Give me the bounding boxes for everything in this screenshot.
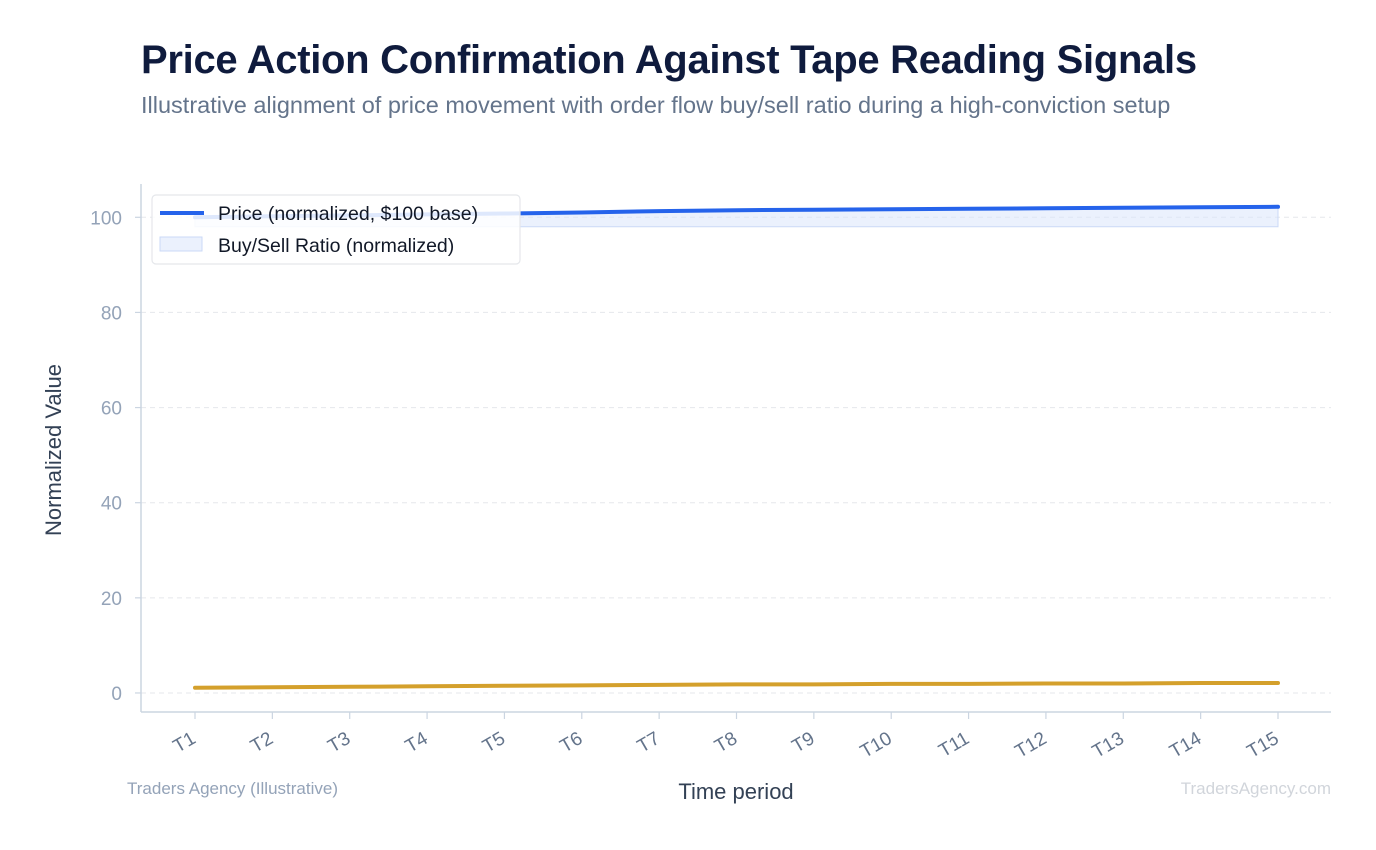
chart-subtitle: Illustrative alignment of price movement…: [141, 92, 1171, 118]
x-tick-label: T15: [1244, 728, 1283, 763]
legend-box: [151, 194, 521, 265]
axes: [135, 184, 1331, 719]
legend: Price (normalized, $100 base) Buy/Sell R…: [151, 194, 521, 265]
x-tick-label: T8: [711, 728, 741, 757]
y-tick-label: 80: [101, 303, 122, 324]
x-tick-label: T4: [402, 728, 432, 757]
y-tick-labels: 0 20 40 60 80 100: [90, 208, 122, 705]
x-tick-label: T5: [479, 728, 509, 757]
chart-title: Price Action Confirmation Against Tape R…: [141, 38, 1197, 82]
y-tick-label: 0: [111, 684, 122, 705]
x-tick-label: T1: [170, 728, 200, 757]
x-tick-labels: T1 T2 T3 T4 T5 T6 T7 T8 T9 T10 T11 T12 T13 T14 T15: [170, 728, 1283, 763]
x-tick-label: T2: [247, 728, 277, 757]
x-tick-label: T7: [634, 728, 664, 757]
x-tick-label: T12: [1012, 728, 1051, 763]
grid-lines: [141, 216, 1331, 694]
x-tick-label: T3: [324, 728, 354, 757]
legend-ratio-label: Buy/Sell Ratio (normalized): [218, 235, 454, 257]
y-tick-label: 40: [101, 494, 122, 515]
x-tick-label: T11: [935, 728, 973, 762]
x-tick-label: T10: [857, 728, 896, 763]
y-tick-label: 60: [101, 399, 122, 420]
x-tick-label: T13: [1089, 728, 1128, 763]
series-lines: [193, 204, 1280, 690]
x-tick-label: T14: [1166, 728, 1205, 763]
ratio-series-line: [193, 681, 1280, 690]
y-tick-label: 100: [90, 208, 122, 229]
legend-ratio-swatch: [159, 236, 203, 252]
y-axis-title: Normalized Value: [41, 364, 66, 536]
y-tick-label: 20: [101, 589, 122, 610]
footer-brand: TradersAgency.com: [1180, 779, 1331, 798]
x-tick-label: T9: [789, 728, 819, 757]
footer-source: Traders Agency (Illustrative): [127, 779, 338, 798]
x-tick-label: T6: [557, 728, 587, 757]
legend-price-label: Price (normalized, $100 base): [218, 203, 478, 225]
x-axis-title: Time period: [678, 779, 793, 804]
